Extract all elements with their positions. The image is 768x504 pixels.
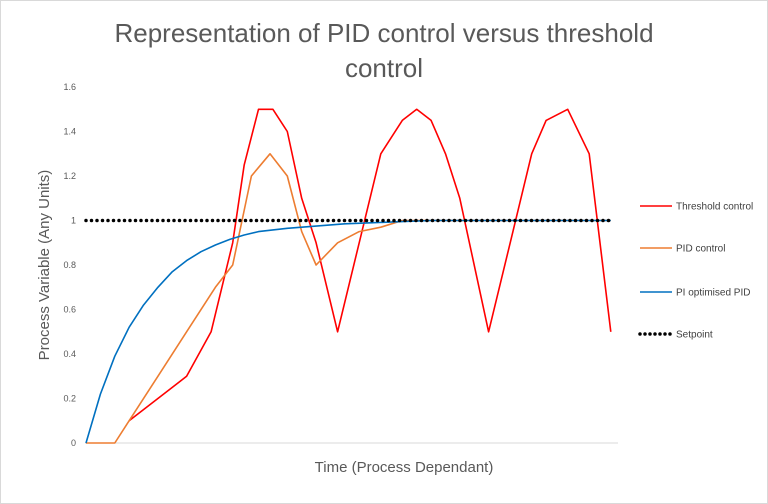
chart-title-line-1: Representation of PID control versus thr… — [114, 18, 653, 48]
y-tick-label: 0.2 — [63, 394, 76, 404]
series-layer — [84, 108, 613, 444]
series-line-pi-optimised-pid — [85, 219, 611, 444]
y-tick-label: 0.8 — [63, 260, 76, 270]
legend-label: PID control — [676, 244, 725, 255]
series-line-pid-control — [86, 153, 611, 444]
legend-label: Setpoint — [676, 330, 713, 341]
y-tick-label: 1.2 — [63, 171, 76, 181]
y-tick-labels: 0 0.2 0.4 0.6 0.8 1 1.2 1.4 1.6 — [63, 82, 76, 448]
y-tick-label: 0.6 — [63, 305, 76, 315]
y-axis-label: Process Variable (Any Units) — [36, 170, 53, 361]
legend: Threshold control PID control PI optimised… — [638, 202, 753, 341]
x-axis-label: Time (Process Dependant) — [315, 459, 494, 476]
chart-title-line-2: control — [345, 53, 423, 83]
y-tick-label: 1 — [71, 216, 76, 226]
y-tick-label: 0 — [71, 438, 76, 448]
y-tick-label: 0.4 — [63, 349, 76, 359]
legend-label: Threshold control — [676, 202, 753, 213]
y-tick-label: 1.4 — [63, 127, 76, 137]
y-tick-label: 1.6 — [63, 82, 76, 92]
series-line-threshold-control — [128, 108, 612, 422]
legend-label: PI optimised PID — [676, 288, 750, 299]
